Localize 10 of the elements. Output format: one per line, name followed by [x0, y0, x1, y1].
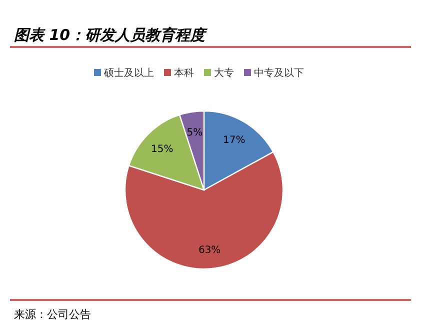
data-label: 5% — [186, 127, 203, 138]
data-label: 63% — [198, 244, 221, 256]
legend-label: 本科 — [174, 67, 194, 79]
data-label: 17% — [223, 135, 246, 146]
data-label: 15% — [150, 144, 174, 156]
legend-label: 中专及以下 — [254, 67, 304, 79]
legend-label: 大专 — [214, 67, 234, 79]
legend-label: 硕士及以上 — [103, 67, 154, 79]
source-note: 来源：公司公告 — [14, 308, 91, 321]
chart-title: 图表 10：研发人员教育程度 — [14, 26, 208, 44]
